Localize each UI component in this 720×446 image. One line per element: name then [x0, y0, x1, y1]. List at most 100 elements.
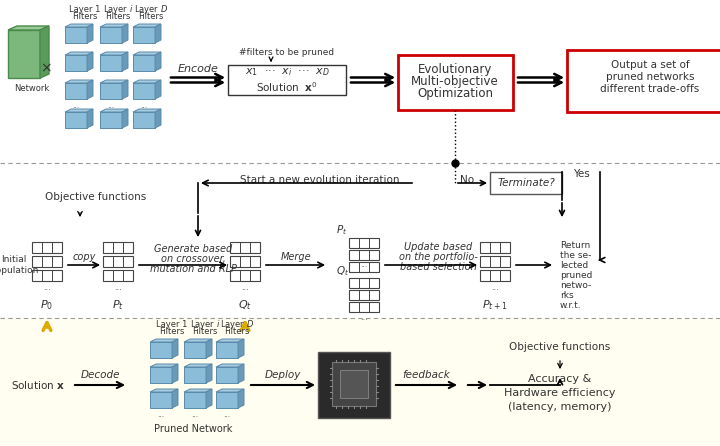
Polygon shape — [65, 24, 93, 27]
Text: ···: ··· — [360, 316, 368, 325]
Polygon shape — [87, 52, 93, 71]
Polygon shape — [155, 52, 161, 71]
Text: pruned: pruned — [560, 271, 593, 280]
Bar — [32, 242, 62, 253]
Text: Filters: Filters — [159, 327, 185, 336]
Bar — [228, 65, 346, 95]
Polygon shape — [122, 109, 128, 128]
Text: ···: ··· — [241, 286, 249, 295]
Bar — [32, 256, 62, 267]
Polygon shape — [150, 367, 172, 383]
Polygon shape — [184, 392, 206, 408]
Polygon shape — [216, 364, 244, 367]
Text: w.r.t.: w.r.t. — [560, 301, 582, 310]
Polygon shape — [122, 80, 128, 99]
Text: ···: ··· — [43, 286, 51, 295]
Polygon shape — [100, 24, 128, 27]
Polygon shape — [133, 109, 161, 112]
Polygon shape — [150, 389, 178, 392]
Bar — [398, 55, 513, 110]
Polygon shape — [155, 24, 161, 43]
Text: ···: ··· — [107, 104, 114, 113]
Text: Optimization: Optimization — [417, 87, 493, 100]
Bar — [340, 370, 368, 398]
Text: lected: lected — [560, 261, 588, 270]
Text: Filters: Filters — [72, 12, 98, 21]
Polygon shape — [216, 389, 244, 392]
Text: Accuracy &: Accuracy & — [528, 374, 592, 384]
Polygon shape — [100, 109, 128, 112]
Bar — [103, 242, 133, 253]
Polygon shape — [238, 389, 244, 408]
Bar — [567, 50, 720, 112]
Text: copy: copy — [72, 252, 96, 262]
Text: Filters: Filters — [225, 327, 250, 336]
Polygon shape — [100, 55, 122, 71]
Text: based selection: based selection — [400, 262, 477, 272]
Text: $Q_t$: $Q_t$ — [336, 264, 349, 278]
Polygon shape — [150, 392, 172, 408]
Polygon shape — [133, 80, 161, 83]
Text: (latency, memory): (latency, memory) — [508, 402, 612, 412]
Text: Evolutionary: Evolutionary — [418, 63, 492, 76]
Polygon shape — [150, 342, 172, 358]
Polygon shape — [133, 83, 155, 99]
Polygon shape — [133, 55, 155, 71]
Text: $P_0$: $P_0$ — [40, 298, 53, 312]
Polygon shape — [65, 27, 87, 43]
Text: Encode: Encode — [178, 64, 218, 74]
Polygon shape — [172, 389, 178, 408]
Text: Initial
population: Initial population — [0, 255, 38, 275]
Polygon shape — [184, 367, 206, 383]
Text: #filters to be pruned: #filters to be pruned — [240, 48, 335, 57]
Bar — [332, 362, 376, 406]
Polygon shape — [133, 112, 155, 128]
Bar — [349, 238, 379, 248]
Text: Generate based: Generate based — [154, 244, 232, 254]
Polygon shape — [40, 26, 49, 78]
Text: Hardware efficiency: Hardware efficiency — [504, 388, 616, 398]
Text: Layer $i$: Layer $i$ — [103, 3, 133, 16]
Bar — [349, 290, 379, 300]
Text: Return: Return — [560, 241, 590, 250]
Text: Layer 1: Layer 1 — [69, 5, 101, 14]
Bar — [480, 242, 510, 253]
Polygon shape — [150, 339, 178, 342]
Text: different trade-offs: different trade-offs — [600, 84, 700, 94]
Polygon shape — [65, 80, 93, 83]
Polygon shape — [133, 27, 155, 43]
Text: Solution $\mathbf{x}$: Solution $\mathbf{x}$ — [11, 379, 65, 391]
Text: ···: ··· — [223, 413, 230, 422]
Polygon shape — [87, 80, 93, 99]
Bar — [480, 256, 510, 267]
Text: Start a new evolution iteration: Start a new evolution iteration — [240, 175, 400, 185]
Bar — [480, 270, 510, 281]
Text: Pruned Network: Pruned Network — [154, 424, 232, 434]
Polygon shape — [65, 112, 87, 128]
Polygon shape — [8, 30, 40, 78]
Bar — [349, 278, 379, 288]
Bar — [103, 270, 133, 281]
Bar — [349, 302, 379, 312]
Polygon shape — [184, 389, 212, 392]
Text: Update based: Update based — [404, 242, 472, 252]
Polygon shape — [8, 26, 49, 30]
Polygon shape — [206, 339, 212, 358]
Bar — [349, 262, 379, 272]
Text: ×: × — [40, 61, 52, 75]
Text: Objective functions: Objective functions — [509, 342, 611, 352]
Text: Solution  $\mathbf{x}^0$: Solution $\mathbf{x}^0$ — [256, 80, 318, 94]
Text: $x_1$  ···  $x_i$  ···  $x_D$: $x_1$ ··· $x_i$ ··· $x_D$ — [245, 66, 330, 78]
Polygon shape — [155, 109, 161, 128]
Polygon shape — [172, 339, 178, 358]
Text: Deploy: Deploy — [265, 370, 301, 380]
Polygon shape — [65, 55, 87, 71]
Polygon shape — [238, 364, 244, 383]
Polygon shape — [150, 364, 178, 367]
Text: Yes: Yes — [573, 169, 590, 179]
Polygon shape — [65, 109, 93, 112]
Text: ···: ··· — [140, 104, 148, 113]
Text: ···: ··· — [361, 263, 368, 272]
Polygon shape — [216, 367, 238, 383]
Text: ···: ··· — [491, 286, 499, 295]
